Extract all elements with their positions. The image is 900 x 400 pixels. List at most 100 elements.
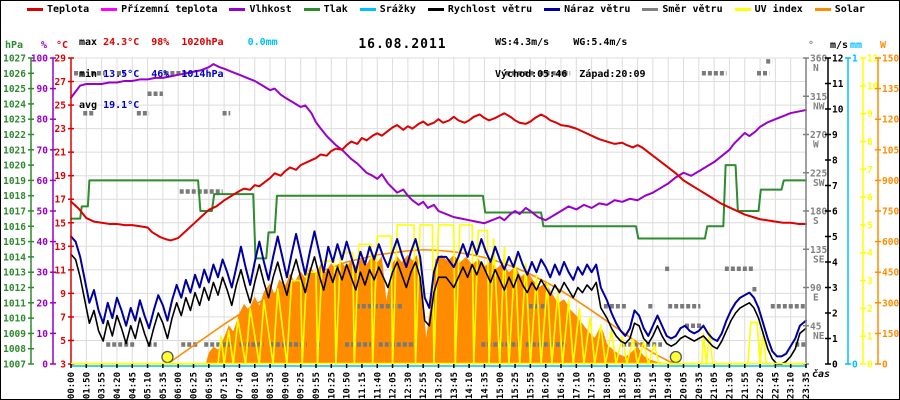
svg-text:450: 450: [882, 268, 899, 279]
svg-text:01:50: 01:50: [82, 372, 92, 399]
svg-text:12:30: 12:30: [404, 372, 414, 399]
stats-summary-right: WS:4.3m/s WG:5.4m/s Východ:05:46 Západ:2…: [495, 17, 646, 101]
svg-text:1019: 1019: [3, 176, 26, 187]
svg-text:30: 30: [37, 268, 49, 279]
legend-item-7: Směr větru: [642, 4, 723, 15]
svg-text:1: 1: [832, 334, 838, 345]
svg-text:90: 90: [810, 283, 822, 294]
svg-text:15:55: 15:55: [526, 372, 536, 399]
svg-text:1014: 1014: [3, 252, 26, 263]
svg-text:E: E: [813, 293, 819, 304]
svg-text:2: 2: [867, 304, 873, 315]
svg-text:10: 10: [867, 81, 879, 92]
svg-text:1017: 1017: [3, 207, 26, 218]
svg-text:25: 25: [55, 101, 67, 112]
svg-text:04:45: 04:45: [128, 372, 138, 399]
svg-text:21:30: 21:30: [725, 372, 735, 399]
svg-text:16:45: 16:45: [557, 372, 567, 399]
legend-item-3: Tlak: [303, 4, 348, 15]
legend-label: Rychlost větru: [447, 4, 533, 15]
stats-avg-row: avg 19.1°C: [79, 100, 140, 111]
legend-label: Náraz větru: [564, 4, 631, 15]
svg-text:8: 8: [832, 156, 838, 167]
svg-text:07:40: 07:40: [235, 372, 245, 399]
svg-text:mm: mm: [850, 40, 862, 51]
svg-text:80: 80: [37, 115, 49, 126]
svg-text:13: 13: [55, 242, 67, 253]
legend-label: Přízemní teplota: [121, 4, 218, 15]
svg-text:135: 135: [810, 245, 827, 256]
svg-text:05:10: 05:10: [144, 372, 154, 399]
svg-text:14:35: 14:35: [480, 372, 490, 399]
legend-item-0: Teplota: [27, 4, 89, 15]
svg-text:04:20: 04:20: [113, 372, 123, 399]
svg-text:19: 19: [55, 171, 67, 182]
svg-text:1023: 1023: [3, 115, 26, 126]
svg-text:225: 225: [810, 168, 827, 179]
svg-text:4: 4: [867, 248, 873, 259]
svg-text:7: 7: [867, 165, 873, 176]
svg-text:14:10: 14:10: [465, 372, 475, 399]
svg-text:10: 10: [832, 105, 844, 116]
legend-label: UV index: [754, 4, 803, 15]
svg-text:%: %: [41, 40, 47, 51]
legend-swatch-icon: [229, 8, 246, 11]
svg-text:10:50: 10:50: [343, 372, 353, 399]
svg-text:0: 0: [852, 360, 858, 371]
svg-text:23:10: 23:10: [787, 372, 797, 399]
svg-text:4: 4: [832, 258, 838, 269]
svg-text:12:55: 12:55: [419, 372, 429, 399]
legend-label: Směr větru: [662, 4, 723, 15]
svg-text:SE: SE: [813, 254, 825, 265]
legend-label: Teplota: [47, 4, 90, 15]
svg-text:5: 5: [60, 336, 66, 347]
svg-text:1025: 1025: [3, 84, 26, 95]
svg-text:00:00: 00:00: [67, 372, 77, 399]
legend-item-2: Vlhkost: [229, 4, 292, 15]
svg-text:07:15: 07:15: [220, 372, 230, 399]
legend-item-4: Srážky: [359, 4, 416, 15]
svg-text:08:35: 08:35: [266, 372, 276, 399]
svg-text:1020: 1020: [3, 161, 26, 172]
svg-text:hPa: hPa: [5, 40, 23, 51]
svg-text:1018: 1018: [3, 191, 26, 202]
legend-label: Vlhkost: [249, 4, 292, 15]
svg-text:150: 150: [882, 329, 899, 340]
svg-text:1026: 1026: [3, 69, 26, 80]
svg-text:1200: 1200: [882, 115, 899, 126]
legend-label: Srážky: [379, 4, 416, 15]
min-values: 13.5°C 46% 1014hPa: [103, 68, 224, 80]
legend-swatch-icon: [734, 8, 751, 11]
svg-text:20:05: 20:05: [680, 372, 690, 399]
svg-text:1021: 1021: [3, 145, 26, 156]
svg-text:9: 9: [60, 289, 66, 300]
svg-text:1008: 1008: [3, 344, 26, 355]
svg-text:20:35: 20:35: [695, 372, 705, 399]
svg-text:23:35: 23:35: [802, 372, 812, 399]
legend-swatch-icon: [814, 8, 831, 11]
legend-swatch-icon: [359, 8, 376, 11]
svg-text:40: 40: [37, 237, 49, 248]
legend-label: Tlak: [323, 4, 348, 15]
svg-text:7: 7: [60, 312, 66, 323]
svg-text:3: 3: [60, 360, 66, 371]
svg-text:20: 20: [37, 298, 49, 309]
svg-text:W: W: [880, 40, 887, 51]
svg-text:11: 11: [867, 54, 879, 65]
legend-item-6: Náraz větru: [544, 4, 630, 15]
svg-text:3: 3: [832, 283, 838, 294]
svg-text:13:45: 13:45: [450, 372, 460, 399]
svg-text:9: 9: [867, 109, 873, 120]
svg-text:21:55: 21:55: [741, 372, 751, 399]
svg-text:11: 11: [55, 265, 67, 276]
svg-text:70: 70: [37, 145, 49, 156]
max-values: 24.3°C 98% 1020hPa: [103, 37, 224, 48]
svg-text:7: 7: [832, 181, 838, 192]
svg-text:1012: 1012: [3, 283, 26, 294]
rain-total: 0.0mm: [223, 37, 278, 48]
svg-text:09:55: 09:55: [312, 372, 322, 399]
svg-text:05:35: 05:35: [159, 372, 169, 399]
